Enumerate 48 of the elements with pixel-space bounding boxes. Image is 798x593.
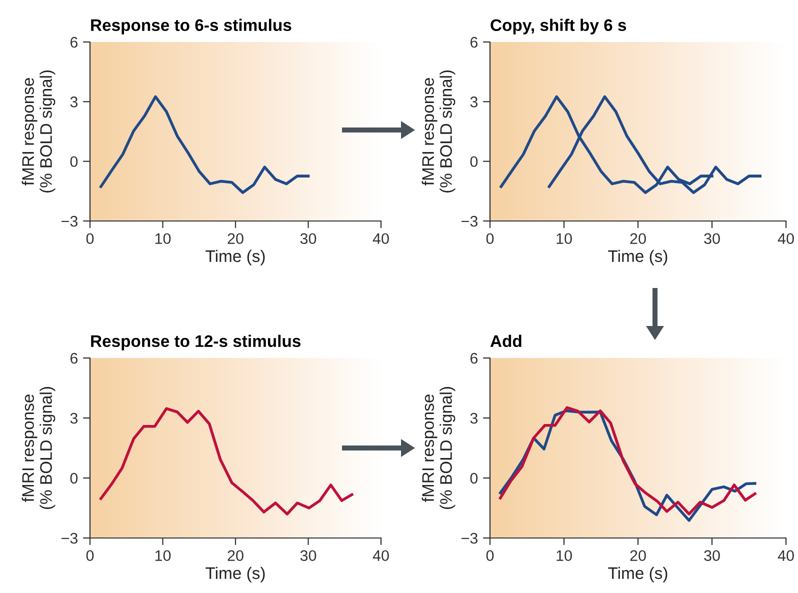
x-tick-label: 0 xyxy=(86,550,94,562)
x-tick-label: 10 xyxy=(556,233,572,244)
x-tick-label: 0 xyxy=(86,233,94,244)
chart-title: Response to 6-s stimulus xyxy=(91,18,292,34)
y-tick-label: 0 xyxy=(70,472,78,484)
y-tick-label: 3 xyxy=(470,96,478,108)
x-tick-label: 0 xyxy=(486,550,494,562)
y-tick-label: 0 xyxy=(70,156,78,168)
y-tick-label: 6 xyxy=(70,352,78,364)
y-axis-title: fMRI response (% BOLD signal) xyxy=(422,386,456,510)
y-tick-label: −3 xyxy=(62,532,78,544)
x-tick-label: 40 xyxy=(778,233,794,244)
x-tick-label: 10 xyxy=(155,233,171,244)
x-tick-label: 0 xyxy=(486,233,494,244)
y-tick-label: −3 xyxy=(462,216,478,227)
x-tick-label: 40 xyxy=(372,233,389,244)
y-axis-title: fMRI response (% BOLD signal) xyxy=(22,386,56,510)
y-tick-label: −3 xyxy=(462,532,478,544)
x-tick-label: 40 xyxy=(372,550,389,562)
x-tick-label: 20 xyxy=(630,550,646,562)
x-tick-label: 20 xyxy=(630,233,646,244)
y-tick-label: −3 xyxy=(62,216,78,227)
chart-title: Copy, shift by 6 s xyxy=(490,18,626,34)
x-tick-label: 30 xyxy=(704,550,720,562)
y-tick-label: 6 xyxy=(470,36,478,48)
x-axis-title: Time (s) xyxy=(608,250,668,266)
x-axis-title: Time (s) xyxy=(206,250,265,266)
y-tick-label: 3 xyxy=(470,412,478,424)
chart-title: Add xyxy=(490,334,522,348)
y-axis-title: fMRI response (% BOLD signal) xyxy=(22,70,56,193)
y-tick-label: 0 xyxy=(470,156,478,168)
x-tick-label: 30 xyxy=(300,233,316,244)
y-tick-label: 3 xyxy=(70,96,78,108)
x-tick-label: 40 xyxy=(778,550,794,562)
x-tick-label: 10 xyxy=(556,550,572,562)
x-axis-title: Time (s) xyxy=(608,566,668,582)
chart-title: Response to 12-s stimulus xyxy=(91,334,300,350)
y-tick-label: 6 xyxy=(70,36,78,48)
x-tick-label: 20 xyxy=(228,233,244,244)
x-axis-title: Time (s) xyxy=(206,566,265,582)
y-axis-title: fMRI response (% BOLD signal) xyxy=(422,70,456,193)
x-tick-label: 30 xyxy=(300,550,316,562)
x-tick-label: 10 xyxy=(155,550,171,562)
y-tick-label: 0 xyxy=(470,472,478,484)
y-tick-label: 3 xyxy=(70,412,78,424)
y-tick-label: 6 xyxy=(470,352,478,364)
x-tick-label: 30 xyxy=(704,233,720,244)
x-tick-label: 20 xyxy=(228,550,244,562)
